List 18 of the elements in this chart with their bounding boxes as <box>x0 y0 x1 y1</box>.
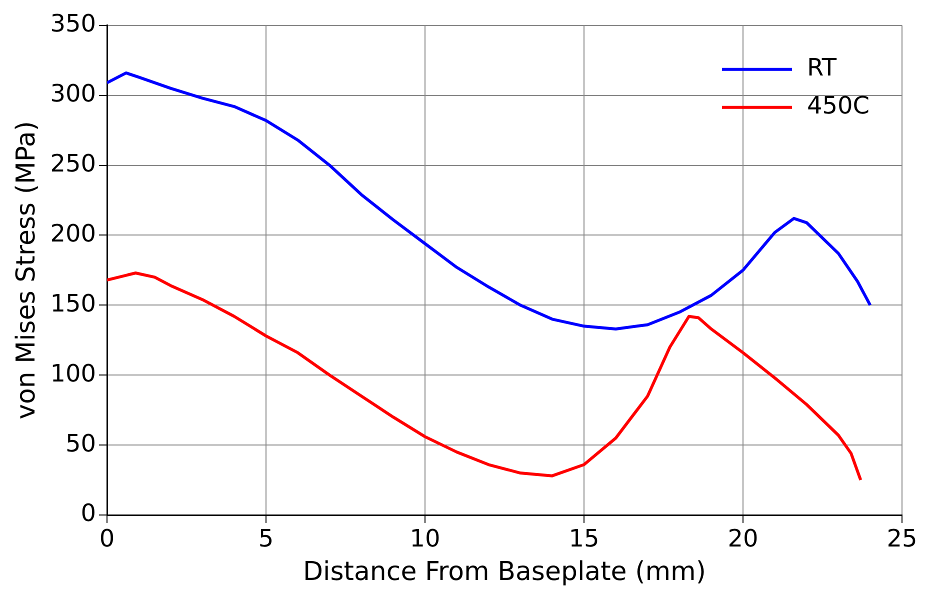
legend-label: RT <box>807 54 837 82</box>
y-tick-label: 350 <box>50 10 96 38</box>
y-tick-label: 0 <box>80 499 96 528</box>
x-tick-label: 10 <box>410 524 440 553</box>
x-tick-label: 15 <box>568 524 600 553</box>
y-tick-label: 200 <box>50 219 96 248</box>
y-tick-label: 50 <box>65 429 96 458</box>
y-tick-label: 300 <box>50 80 96 108</box>
x-axis-title: Distance From Baseplate (mm) <box>303 557 706 588</box>
x-tick-label: 25 <box>886 524 918 553</box>
legend-label: 450C <box>807 92 870 120</box>
x-tick-label: 20 <box>728 524 758 553</box>
y-axis-title: von Mises Stress (MPa) <box>11 121 42 420</box>
x-tick-label: 5 <box>258 524 274 553</box>
y-tick-label: 150 <box>50 289 96 318</box>
y-tick-label: 100 <box>50 359 96 388</box>
x-tick-label: 0 <box>99 524 115 553</box>
y-tick-label: 250 <box>50 150 96 178</box>
